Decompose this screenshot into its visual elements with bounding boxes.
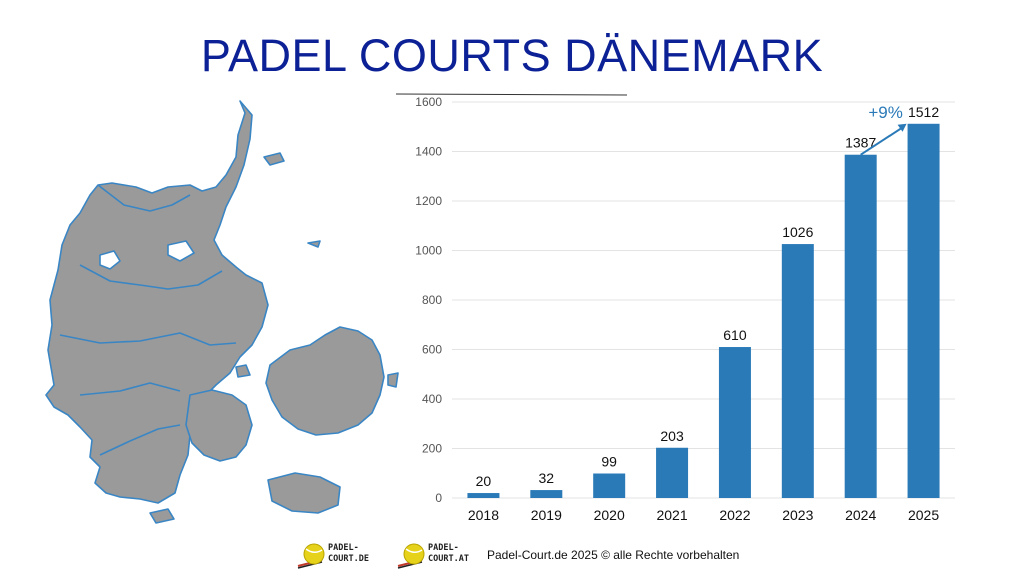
x-tick-label: 2024 xyxy=(845,507,876,523)
data-label: 99 xyxy=(601,453,617,469)
y-tick-label: 600 xyxy=(422,343,442,357)
footer: PADEL- COURT.DE PADEL- COURT.AT Padel-Co… xyxy=(296,540,816,572)
y-tick-label: 0 xyxy=(435,491,442,505)
y-tick-label: 1200 xyxy=(415,194,442,208)
region-boundaries xyxy=(59,184,237,456)
anholt-island xyxy=(263,152,285,166)
data-label: 1387 xyxy=(845,135,876,151)
growth-arrowhead-icon xyxy=(897,123,907,132)
title-rule xyxy=(395,93,628,96)
x-tick-label: 2023 xyxy=(782,507,813,523)
x-tick-label: 2022 xyxy=(719,507,750,523)
limfjord-island xyxy=(99,250,121,270)
x-tick-label: 2021 xyxy=(656,507,687,523)
logo-text: PADEL- COURT.DE xyxy=(328,543,369,564)
jutland-region xyxy=(45,100,269,504)
page-title: PADEL COURTS DÄNEMARK xyxy=(200,30,824,81)
limfjord-island-2 xyxy=(167,240,195,262)
small-island xyxy=(307,240,321,248)
denmark-map-icon xyxy=(45,100,399,524)
bar xyxy=(718,347,751,498)
data-label: 20 xyxy=(476,473,492,489)
x-tick-label: 2020 xyxy=(594,507,625,523)
bar xyxy=(593,473,626,498)
bar xyxy=(656,447,689,498)
y-tick-label: 800 xyxy=(422,293,442,307)
bar xyxy=(844,154,877,498)
logo-text: PADEL- COURT.AT xyxy=(428,543,469,564)
small-island-4 xyxy=(387,372,399,388)
bar xyxy=(530,490,563,498)
data-label: 203 xyxy=(660,428,684,444)
x-tick-label: 2025 xyxy=(908,507,939,523)
data-label: 32 xyxy=(539,470,555,486)
x-tick-label: 2018 xyxy=(468,507,499,523)
y-tick-label: 400 xyxy=(422,392,442,406)
data-label: 1512 xyxy=(908,104,939,120)
y-tick-label: 1000 xyxy=(415,244,442,258)
small-island-3 xyxy=(149,508,175,524)
growth-annotation: +9% xyxy=(868,103,903,122)
zealand-island xyxy=(265,326,385,436)
lolland-island xyxy=(267,472,341,514)
data-label: 610 xyxy=(723,327,747,343)
y-tick-label: 200 xyxy=(422,442,442,456)
bar xyxy=(907,123,940,498)
y-tick-label: 1600 xyxy=(415,95,442,109)
padel-ball-logo-icon xyxy=(297,543,325,569)
y-tick-label: 1400 xyxy=(415,145,442,159)
bar xyxy=(467,493,500,498)
bar xyxy=(781,244,814,498)
funen-island xyxy=(185,389,253,462)
growth-arrow-line xyxy=(860,125,905,156)
data-label: 1026 xyxy=(782,224,813,240)
small-island-2 xyxy=(235,364,251,378)
padel-ball-logo-icon xyxy=(397,543,425,569)
x-tick-label: 2019 xyxy=(531,507,562,523)
copyright-text: Padel-Court.de 2025 © alle Rechte vorbeh… xyxy=(487,548,740,562)
